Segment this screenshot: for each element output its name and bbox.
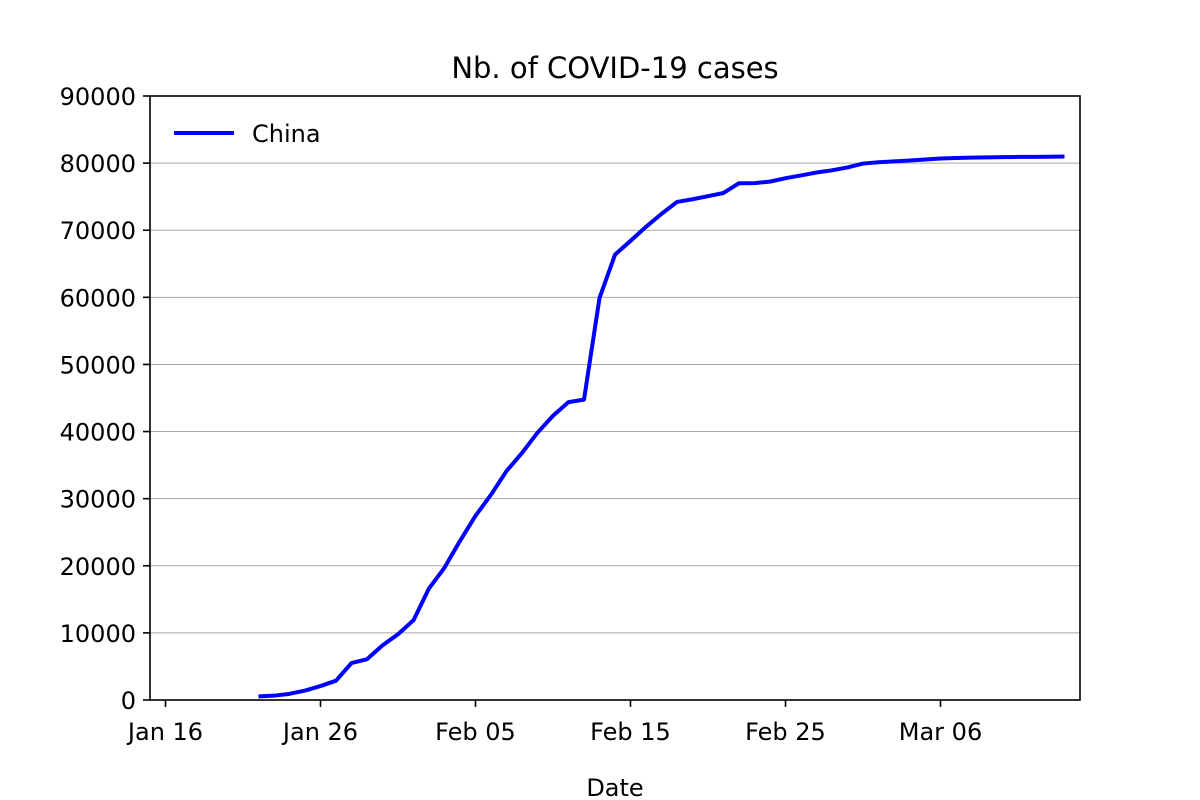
x-axis-label: Date xyxy=(586,774,643,800)
legend-label-china: China xyxy=(252,120,321,148)
x-tick-label: Feb 15 xyxy=(590,718,671,746)
legend: China xyxy=(174,120,321,148)
y-tick-label: 80000 xyxy=(60,150,136,178)
y-tick-label: 20000 xyxy=(60,553,136,581)
x-tick-label: Mar 06 xyxy=(899,718,982,746)
x-tick-label: Jan 26 xyxy=(281,718,358,746)
gridlines xyxy=(150,162,1080,634)
y-tick-label: 60000 xyxy=(60,284,136,312)
y-tick-label: 10000 xyxy=(60,620,136,648)
y-tick-label: 0 xyxy=(121,687,136,715)
series-layer xyxy=(258,154,1065,699)
chart-title: Nb. of COVID-19 cases xyxy=(451,51,778,85)
plot-frame xyxy=(149,95,1081,701)
y-tick-label: 40000 xyxy=(60,419,136,447)
y-tick-label: 30000 xyxy=(60,486,136,514)
x-tick-label: Feb 25 xyxy=(745,718,826,746)
x-tick-label: Feb 05 xyxy=(435,718,516,746)
axis-ticks: 0 10000 20000 30000 40000 50000 60000 70000 8000… xyxy=(60,83,983,746)
y-tick-label: 70000 xyxy=(60,217,136,245)
y-tick-label: 90000 xyxy=(60,83,136,111)
y-tick-label: 50000 xyxy=(60,351,136,379)
series-line-china xyxy=(258,154,1065,699)
x-tick-label: Jan 16 xyxy=(126,718,203,746)
